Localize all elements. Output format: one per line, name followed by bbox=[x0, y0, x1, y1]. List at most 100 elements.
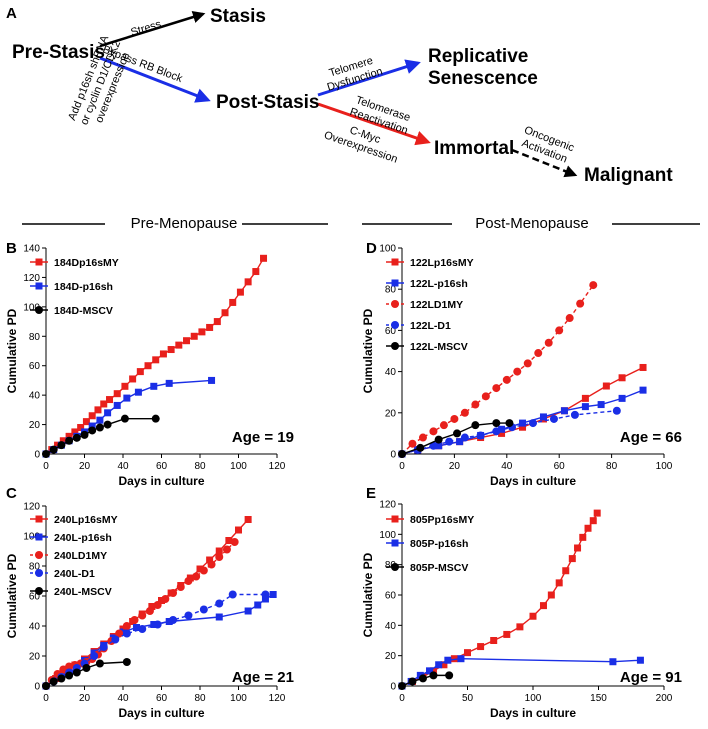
x-axis-label: Days in culture bbox=[118, 706, 204, 720]
data-point bbox=[153, 620, 162, 629]
data-point bbox=[444, 656, 452, 664]
data-point bbox=[49, 445, 58, 454]
data-point bbox=[269, 591, 277, 598]
data-point bbox=[450, 414, 459, 423]
edge-label-oncogenic: Oncogenic Activation bbox=[520, 124, 576, 165]
legend: 184Dp16sMY 184D-p16sh 184D-MSCV bbox=[30, 257, 119, 317]
y-tick-label: 20 bbox=[29, 420, 41, 431]
y-tick-label: 20 bbox=[385, 408, 397, 419]
data-point bbox=[565, 314, 574, 323]
data-point bbox=[505, 419, 514, 428]
data-point bbox=[519, 419, 527, 427]
data-point bbox=[153, 601, 162, 609]
data-point bbox=[206, 323, 214, 331]
data-point bbox=[215, 553, 224, 561]
series-240L-MSCV bbox=[42, 658, 131, 690]
legend-label: 122L-MSCV bbox=[410, 341, 468, 353]
data-point bbox=[88, 422, 96, 430]
data-point bbox=[398, 682, 406, 690]
data-point bbox=[65, 432, 73, 440]
y-tick-label: 80 bbox=[29, 562, 41, 573]
edge-label-telomere: Telomere Dysfunction bbox=[326, 55, 384, 94]
age-annotation: Age = 66 bbox=[620, 429, 682, 446]
data-point bbox=[94, 406, 102, 414]
data-point bbox=[82, 664, 91, 672]
data-point bbox=[121, 382, 129, 390]
data-point bbox=[206, 556, 214, 564]
data-point bbox=[65, 671, 74, 680]
data-point bbox=[49, 677, 58, 686]
data-point bbox=[138, 625, 147, 633]
panel-letter-e: E bbox=[366, 485, 376, 502]
x-tick-label: 40 bbox=[117, 461, 129, 472]
data-point bbox=[104, 409, 112, 417]
x-tick-label: 40 bbox=[117, 693, 129, 704]
y-tick-label: 40 bbox=[29, 391, 41, 402]
series-184D-p16sh bbox=[42, 376, 216, 458]
data-point bbox=[59, 437, 67, 445]
data-point bbox=[457, 655, 465, 663]
data-point bbox=[129, 375, 137, 383]
data-point bbox=[471, 421, 480, 430]
data-point bbox=[445, 671, 454, 680]
legend-label: 122L-p16sh bbox=[410, 278, 468, 290]
data-point bbox=[549, 414, 558, 423]
data-point bbox=[418, 674, 427, 683]
legend-marker bbox=[391, 539, 399, 547]
chart-b: 0 20 40 60 80 100 120 0 20 40 60 80 100 120 140 Days in… bbox=[5, 244, 294, 489]
y-tick-label: 60 bbox=[29, 592, 41, 603]
data-point bbox=[151, 414, 160, 423]
data-point bbox=[529, 419, 537, 428]
data-point bbox=[516, 623, 524, 631]
y-tick-label: 100 bbox=[379, 530, 396, 541]
data-point bbox=[167, 346, 175, 354]
data-point bbox=[103, 420, 112, 429]
x-tick-label: 200 bbox=[656, 693, 673, 704]
legend-marker bbox=[391, 515, 399, 523]
data-point bbox=[539, 413, 547, 421]
pre-menopause-header: Pre-Menopause bbox=[131, 215, 238, 232]
data-point bbox=[570, 410, 579, 419]
x-tick-label: 0 bbox=[399, 461, 405, 472]
arrow-post-to-senescence bbox=[317, 59, 421, 97]
data-point bbox=[88, 412, 96, 420]
data-point bbox=[254, 601, 262, 609]
legend-label: 240L-D1 bbox=[54, 568, 95, 580]
data-point bbox=[481, 392, 490, 401]
data-point bbox=[498, 425, 506, 433]
data-point bbox=[235, 526, 242, 534]
y-tick-label: 80 bbox=[385, 285, 397, 296]
data-point bbox=[597, 401, 605, 409]
y-tick-label: 120 bbox=[379, 500, 396, 511]
y-axis-label: Cumulative PD bbox=[361, 552, 375, 637]
data-point bbox=[576, 299, 585, 308]
data-point bbox=[175, 341, 183, 349]
panel-letter-c: C bbox=[6, 485, 17, 502]
data-point bbox=[222, 545, 231, 554]
data-point bbox=[609, 658, 617, 666]
data-point bbox=[145, 607, 154, 615]
node-malignant: Malignant bbox=[584, 165, 673, 186]
age-annotation: Age = 91 bbox=[620, 669, 682, 686]
series-805P-MSCV bbox=[398, 671, 454, 690]
data-point bbox=[519, 423, 527, 431]
data-point bbox=[562, 567, 570, 575]
data-point bbox=[190, 332, 198, 340]
series-805Pp16sMY bbox=[398, 509, 601, 690]
charts: 0 20 40 60 80 100 120 0 20 40 60 80 100 120 140 Days in… bbox=[5, 244, 682, 721]
data-point bbox=[544, 338, 553, 347]
y-tick-label: 60 bbox=[29, 361, 41, 372]
node-immortal: Immortal bbox=[434, 138, 514, 159]
legend-marker bbox=[35, 258, 43, 266]
data-point bbox=[65, 436, 74, 445]
data-point bbox=[612, 406, 621, 415]
series-122L-MSCV bbox=[398, 419, 514, 458]
x-tick-label: 20 bbox=[79, 461, 91, 472]
legend-marker bbox=[35, 533, 43, 541]
data-point bbox=[77, 424, 85, 432]
y-tick-label: 60 bbox=[385, 326, 397, 337]
data-point bbox=[476, 431, 485, 440]
data-point bbox=[106, 396, 114, 404]
legend-marker bbox=[391, 300, 399, 308]
data-point bbox=[158, 597, 165, 604]
